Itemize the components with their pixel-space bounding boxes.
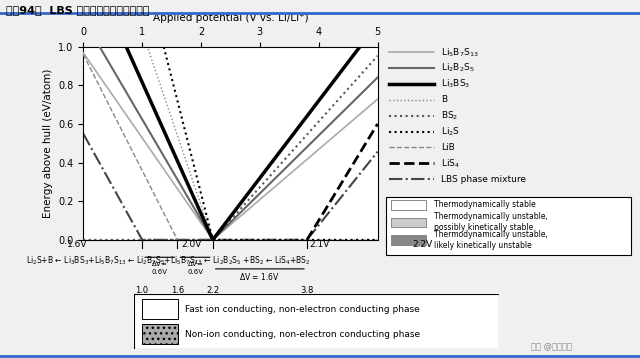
Text: Thermodynamically stable: Thermodynamically stable [434, 200, 536, 209]
Text: Non-ion conducting, non-electron conducting phase: Non-ion conducting, non-electron conduct… [186, 330, 420, 339]
Bar [392, 218, 426, 227]
Text: Li$_3$BS$_3$: Li$_3$BS$_3$ [442, 78, 471, 90]
Text: 2.1V: 2.1V [310, 240, 330, 249]
Text: 图表94：  LBS 固体电解质的电化学窗口: 图表94： LBS 固体电解质的电化学窗口 [6, 5, 150, 15]
Text: B: B [442, 95, 447, 105]
Bar [392, 200, 426, 209]
Text: Li$_5$B$_7$S$_{13}$: Li$_5$B$_7$S$_{13}$ [442, 46, 479, 59]
Text: Li$_2$B$_2$S$_5$: Li$_2$B$_2$S$_5$ [442, 62, 475, 74]
Text: $\Delta$V = 1.6V: $\Delta$V = 1.6V [239, 271, 280, 282]
Bar [387, 197, 631, 255]
Text: LiS$_4$: LiS$_4$ [442, 157, 460, 170]
X-axis label: Applied potential (V vs. Li/Li⁺): Applied potential (V vs. Li/Li⁺) [152, 13, 308, 23]
Bar [141, 299, 178, 319]
Text: Li$_2$S: Li$_2$S [442, 125, 461, 138]
Text: Thermodynamically unstable,
likely kinetically unstable: Thermodynamically unstable, likely kinet… [434, 230, 548, 250]
Text: Fast ion conducting, non-electron conducting phase: Fast ion conducting, non-electron conduc… [186, 305, 420, 314]
Text: 1.6V: 1.6V [67, 240, 87, 249]
Text: Thermodynamically unstable,
possibly kinetically stable: Thermodynamically unstable, possibly kin… [434, 212, 548, 232]
Text: 2.0V: 2.0V [182, 240, 202, 249]
Text: 2.2V: 2.2V [412, 240, 433, 249]
Bar [141, 324, 178, 344]
Y-axis label: Energy above hull (eV/atom): Energy above hull (eV/atom) [42, 68, 52, 218]
Bar [392, 236, 426, 245]
Text: $\Delta$V=
0.6V: $\Delta$V= 0.6V [152, 259, 168, 275]
Text: LBS phase mixture: LBS phase mixture [442, 175, 527, 184]
Text: 1.0: 1.0 [136, 286, 148, 295]
Text: Li$_2$S+B ← Li$_3$BS$_3$+Li$_5$B$_7$S$_{13}$ ← Li$_2$B$_2$S$_5$+Li$_5$B$_7$S$_{1: Li$_2$S+B ← Li$_3$BS$_3$+Li$_5$B$_7$S$_{… [26, 254, 310, 267]
Text: BS$_2$: BS$_2$ [442, 110, 459, 122]
Text: $\Delta$V=
0.6V: $\Delta$V= 0.6V [187, 259, 204, 275]
Text: 1.6: 1.6 [171, 286, 184, 295]
Text: 头条 @未来智库: 头条 @未来智库 [531, 342, 572, 351]
Text: LiB: LiB [442, 143, 455, 152]
Text: 2.2: 2.2 [206, 286, 220, 295]
Text: 3.8: 3.8 [300, 286, 314, 295]
